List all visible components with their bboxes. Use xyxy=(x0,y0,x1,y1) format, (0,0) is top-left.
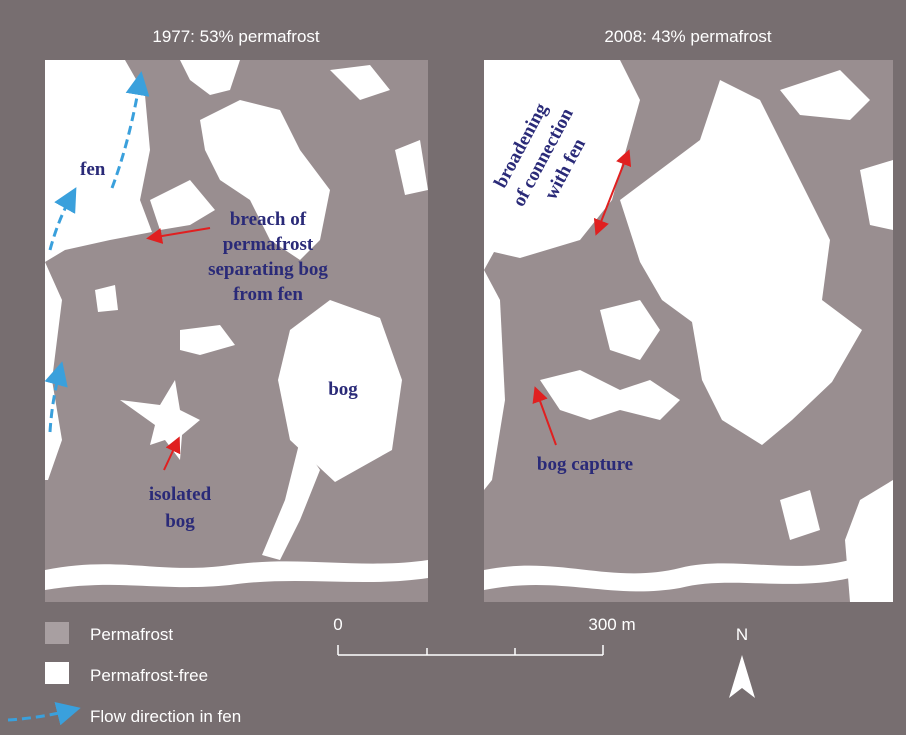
annotation: from fen xyxy=(233,284,303,305)
legend-label: Permafrost-free xyxy=(90,666,208,685)
annotation: separating bog xyxy=(208,259,328,280)
legend-swatch xyxy=(45,622,69,644)
legend-label: Flow direction in fen xyxy=(90,707,241,726)
annotation: bog capture xyxy=(537,454,633,475)
north-label: N xyxy=(736,625,748,644)
panel-title: 2008: 43% permafrost xyxy=(604,27,772,46)
legend-label: Permafrost xyxy=(90,625,173,644)
scale-label: 300 m xyxy=(588,615,635,634)
figure: 1977: 53% permafrost 2008: 43% permafros… xyxy=(0,0,906,735)
annotation: permafrost xyxy=(223,234,314,255)
annotation: bog xyxy=(328,379,358,400)
annotation: isolated xyxy=(149,484,212,505)
panel-title: 1977: 53% permafrost xyxy=(152,27,320,46)
annotation: breach of xyxy=(230,209,307,230)
legend-swatch xyxy=(45,662,69,684)
annotation: fen xyxy=(80,159,106,180)
scale-label: 0 xyxy=(333,615,342,634)
annotation: bog xyxy=(165,511,195,532)
map-1977 xyxy=(45,60,428,602)
